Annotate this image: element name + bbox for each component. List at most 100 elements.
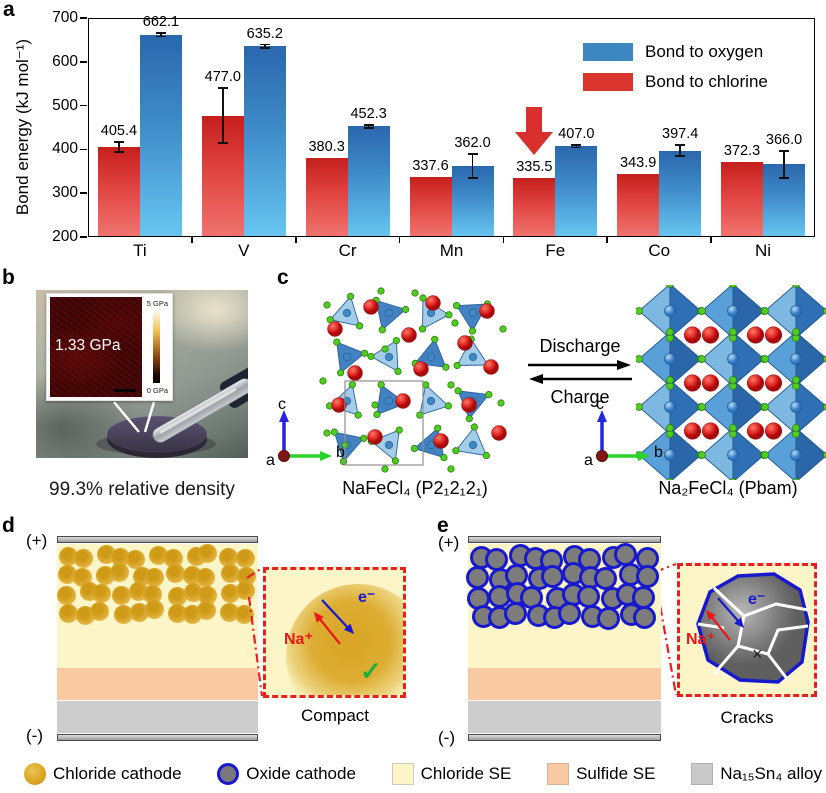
chloride-cathode-particle xyxy=(58,564,77,584)
y-tick-label: 300 xyxy=(52,184,78,202)
chloride-cell-stack xyxy=(57,536,258,742)
nafecl4-formula: NaFeCl₄ (P2₁2₁2₁) xyxy=(342,478,488,498)
cl-atoms-group xyxy=(636,285,826,480)
alloy-layer-d xyxy=(57,701,258,733)
tweezers-icon xyxy=(152,317,248,443)
na-arrow-icon xyxy=(706,610,716,621)
na-atoms-group xyxy=(327,295,507,449)
error-bar-blue-Cr xyxy=(367,124,370,129)
error-bar-blue-Fe xyxy=(575,145,578,148)
chloride-cathode-particle xyxy=(165,563,185,583)
chloride-cathode-particle xyxy=(57,586,76,606)
y-tick-mark xyxy=(80,148,87,151)
cross-icon: × xyxy=(752,644,763,664)
oxide-cathode-particle xyxy=(503,602,527,626)
bar-blue-Co xyxy=(659,150,702,236)
hardness-map-inset: 1.33 GPa 5 GPa 0 GPa xyxy=(46,293,173,401)
value-label-blue-V: 635.2 xyxy=(246,25,283,42)
pellet-photo: 1.33 GPa 5 GPa 0 GPa xyxy=(36,290,248,458)
bar-blue-V xyxy=(243,46,286,236)
cracks-caption: Cracks xyxy=(720,708,774,727)
bar-blue-Ti xyxy=(139,34,182,236)
y-tick-label: 200 xyxy=(52,228,78,245)
error-cap xyxy=(571,144,582,146)
error-bar-red-Ti xyxy=(118,142,120,152)
chloride-cathode-particle xyxy=(235,604,254,624)
c-axis-label: c xyxy=(596,396,604,413)
hardness-value: 1.33 GPa xyxy=(55,337,121,354)
positive-electrode-label-e: (+) xyxy=(438,533,460,552)
y-tick-label: 600 xyxy=(52,52,78,70)
photo-drawing xyxy=(96,317,248,458)
relative-density-caption: 99.3% relative density xyxy=(49,479,235,500)
y-tick-mark xyxy=(80,61,87,63)
category-label-V: V xyxy=(238,241,250,260)
x-tick-mark xyxy=(710,237,712,243)
chloride-cathode-particle xyxy=(73,549,93,568)
chloride-cathode-particle xyxy=(59,547,78,566)
chloride-cathode-particle xyxy=(149,546,168,565)
oxide-cell-stack xyxy=(466,536,661,742)
category-label-Ti: Ti xyxy=(133,241,147,260)
y-tick-label: 700 xyxy=(52,9,78,26)
legend-item-oxide-cathode: Oxide cathode xyxy=(217,763,356,785)
chlorine-swatch xyxy=(583,73,633,91)
chloride-cathode-particle xyxy=(182,604,202,624)
b-axis-label: b xyxy=(336,444,345,461)
axis-indicator-left: c b a xyxy=(266,396,348,472)
chloride-cathode-particle xyxy=(91,584,111,604)
value-label-red-Fe: 335.5 xyxy=(516,158,553,175)
category-label-Cr: Cr xyxy=(338,241,357,260)
value-label-red-V: 477.0 xyxy=(204,69,241,86)
legend-label: Sulfide SE xyxy=(576,764,656,783)
panel-a-label: a xyxy=(3,0,15,21)
chloride-cathode-particle xyxy=(221,563,241,583)
error-bar-blue-V xyxy=(263,44,266,49)
c-axis-label: c xyxy=(278,396,286,413)
chloride-cathode-particle xyxy=(59,603,78,623)
scale-max-label: 5 GPa xyxy=(146,299,168,308)
chloride-cathode-particle xyxy=(236,581,255,601)
y-tick-mark xyxy=(80,192,87,194)
negative-electrode-label-d: (-) xyxy=(26,726,43,745)
x-tick-mark xyxy=(294,237,297,243)
discharge-label: Discharge xyxy=(539,336,621,356)
oxide-cathode-swatch-icon xyxy=(217,763,240,785)
error-cap xyxy=(779,149,790,152)
value-label-red-Ni: 372.3 xyxy=(723,142,761,159)
color-scale: 5 GPa 0 GPa xyxy=(142,297,169,397)
electron-label-e: e⁻ xyxy=(748,591,765,608)
bar-blue-Cr xyxy=(347,126,390,236)
panel-d-label: d xyxy=(2,514,15,537)
bottom-electrode-e xyxy=(468,734,661,741)
charge-label: Charge xyxy=(550,387,610,407)
error-cap xyxy=(113,141,124,143)
error-cap xyxy=(363,127,374,130)
chloride-se-layer-e xyxy=(466,543,661,668)
legend-row-chlorine: Bond to chlorine xyxy=(583,70,768,94)
alloy-layer-e xyxy=(468,701,661,733)
oxide-cathode-particle xyxy=(632,606,656,630)
error-bar-blue-Mn xyxy=(471,154,474,178)
check-icon: ✓ xyxy=(360,656,382,686)
oxygen-legend-label: Bond to oxygen xyxy=(645,42,764,61)
x-tick-mark xyxy=(502,237,505,243)
chloride-cathode-particle xyxy=(163,549,183,568)
error-bar-red-V xyxy=(221,88,224,144)
bar-red-Fe xyxy=(513,177,556,236)
category-label-Ni: Ni xyxy=(755,241,772,260)
legend-row-oxygen: Bond to oxygen xyxy=(583,40,768,64)
b-axis-label: b xyxy=(654,444,663,461)
y-tick-mark xyxy=(80,104,87,107)
chloride-cathode-swatch-icon xyxy=(24,763,46,785)
error-cap xyxy=(571,146,582,149)
error-cap xyxy=(675,144,686,147)
error-cap xyxy=(467,153,478,155)
sulfide-se-swatch-icon xyxy=(547,763,570,785)
y-tick-mark xyxy=(80,236,87,238)
panel-c-label: c xyxy=(277,266,289,289)
chloride-cathode-particle xyxy=(112,586,132,606)
value-label-red-Mn: 337.6 xyxy=(412,157,449,174)
bar-red-Mn xyxy=(409,176,452,236)
category-label-Fe: Fe xyxy=(545,241,566,260)
